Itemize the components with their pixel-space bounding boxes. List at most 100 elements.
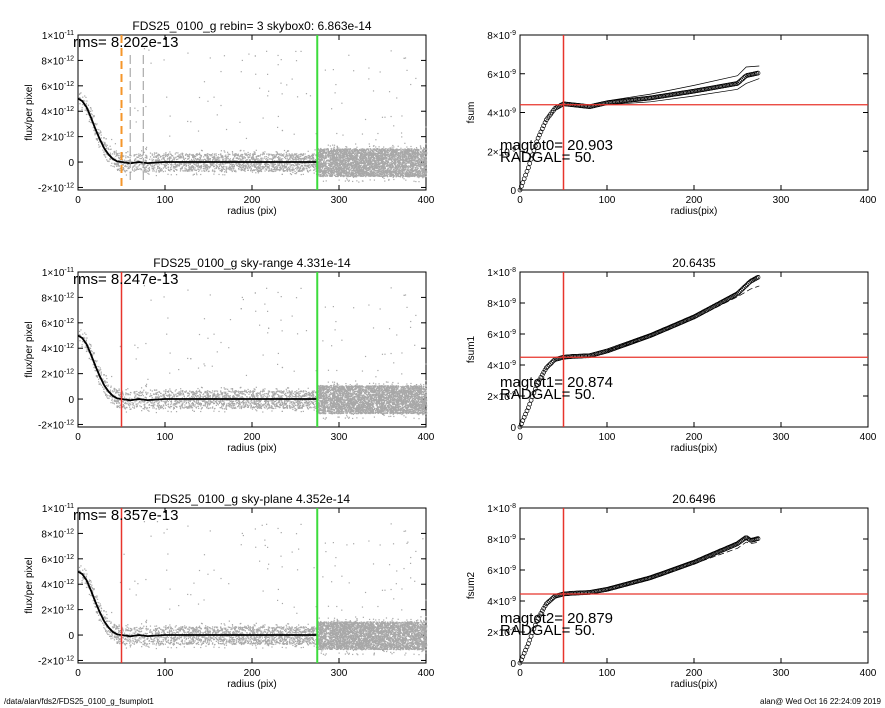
pixel-point (327, 154, 329, 156)
pixel-point (123, 165, 126, 167)
pixel-point (99, 145, 101, 147)
pixel-point (252, 169, 254, 172)
pixel-point (338, 157, 340, 159)
pixel-point (280, 167, 282, 170)
pixel-point (276, 167, 278, 170)
pixel-point (345, 167, 347, 170)
pixel-point (200, 160, 202, 162)
pixel-point (217, 159, 220, 161)
pixel-point (382, 153, 384, 155)
pixel-point (184, 169, 186, 171)
pixel-point (313, 153, 315, 155)
pixel-point (413, 158, 415, 161)
pixel-point (373, 179, 376, 181)
pixel-point (98, 133, 100, 135)
pixel-point (341, 160, 344, 162)
pixel-point (388, 148, 390, 150)
pixel-point (335, 175, 337, 178)
pixel-point (105, 138, 107, 140)
pixel-point (125, 155, 127, 157)
pixel-point (288, 158, 290, 161)
pixel-point (170, 156, 172, 158)
pixel-point (141, 156, 144, 158)
pixel-point (192, 167, 195, 169)
pixel-point (400, 147, 402, 149)
pixel-point (94, 132, 96, 135)
pixel-point (117, 169, 119, 171)
pixel-point (336, 158, 338, 160)
pixel-point (262, 152, 264, 154)
pixel-point (412, 163, 415, 166)
pixel-point (228, 159, 230, 161)
pixel-point (199, 156, 201, 159)
pixel-point (272, 154, 275, 156)
pixel-point (173, 167, 176, 169)
pixel-point (268, 158, 271, 160)
pixel-point (272, 165, 275, 167)
pixel-point (152, 166, 154, 168)
pixel-point (404, 57, 407, 59)
pixel-point (331, 173, 333, 175)
pixel-point (297, 154, 300, 156)
pixel-point (249, 159, 252, 161)
pixel-point (248, 153, 250, 156)
pixel-point (209, 57, 211, 59)
pixel-point (295, 164, 297, 166)
pixel-point (102, 149, 104, 151)
pixel-point (246, 154, 248, 157)
pixel-point (287, 150, 289, 152)
pixel-point (180, 169, 182, 171)
pixel-point (270, 162, 273, 164)
pixel-point (250, 167, 252, 170)
pixel-point (225, 166, 227, 168)
pixel-point (244, 167, 247, 169)
pixel-point (172, 164, 174, 166)
pixel-point (397, 166, 399, 168)
pixel-point (314, 167, 316, 169)
pixel-point (234, 155, 236, 157)
pixel-point (344, 172, 346, 175)
pixel-point (391, 165, 393, 167)
pixel-point (305, 156, 308, 158)
pixel-point (239, 121, 241, 123)
pixel-point (375, 167, 377, 169)
pixel-point (214, 159, 216, 161)
pixel-point (225, 128, 228, 131)
pixel-point (390, 50, 392, 52)
pixel-point (353, 70, 355, 72)
pixel-point (352, 176, 355, 178)
pixel-point (107, 148, 109, 150)
pixel-point (197, 166, 199, 168)
pixel-point (371, 168, 374, 171)
pixel-point (416, 160, 419, 162)
pixel-point (150, 163, 152, 166)
pixel-point (143, 171, 146, 173)
pixel-point (80, 92, 82, 94)
pixel-point (220, 104, 222, 107)
pixel-point (300, 165, 303, 167)
pixel-point (117, 168, 119, 170)
pixel-point (151, 159, 153, 162)
pixel-point (220, 170, 222, 172)
pixel-point (404, 142, 406, 144)
pixel-point (208, 165, 210, 168)
pixel-point (118, 154, 120, 156)
pixel-point (351, 169, 354, 172)
pixel-point (231, 165, 233, 167)
pixel-point (373, 154, 375, 156)
pixel-point (322, 172, 324, 174)
pixel-point (300, 153, 303, 155)
pixel-point (261, 167, 264, 169)
pixel-point (266, 50, 268, 52)
pixel-point (115, 162, 117, 164)
tick-mantissa: 6×10 (41, 82, 64, 93)
pixel-point (109, 157, 112, 159)
pixel-point (337, 158, 339, 161)
pixel-point (267, 153, 270, 155)
pixel-point (312, 169, 315, 171)
pixel-point (399, 157, 401, 160)
pixel-point (307, 155, 309, 157)
pixel-point (271, 165, 273, 167)
pixel-point (213, 158, 215, 160)
pixel-point (294, 165, 296, 167)
